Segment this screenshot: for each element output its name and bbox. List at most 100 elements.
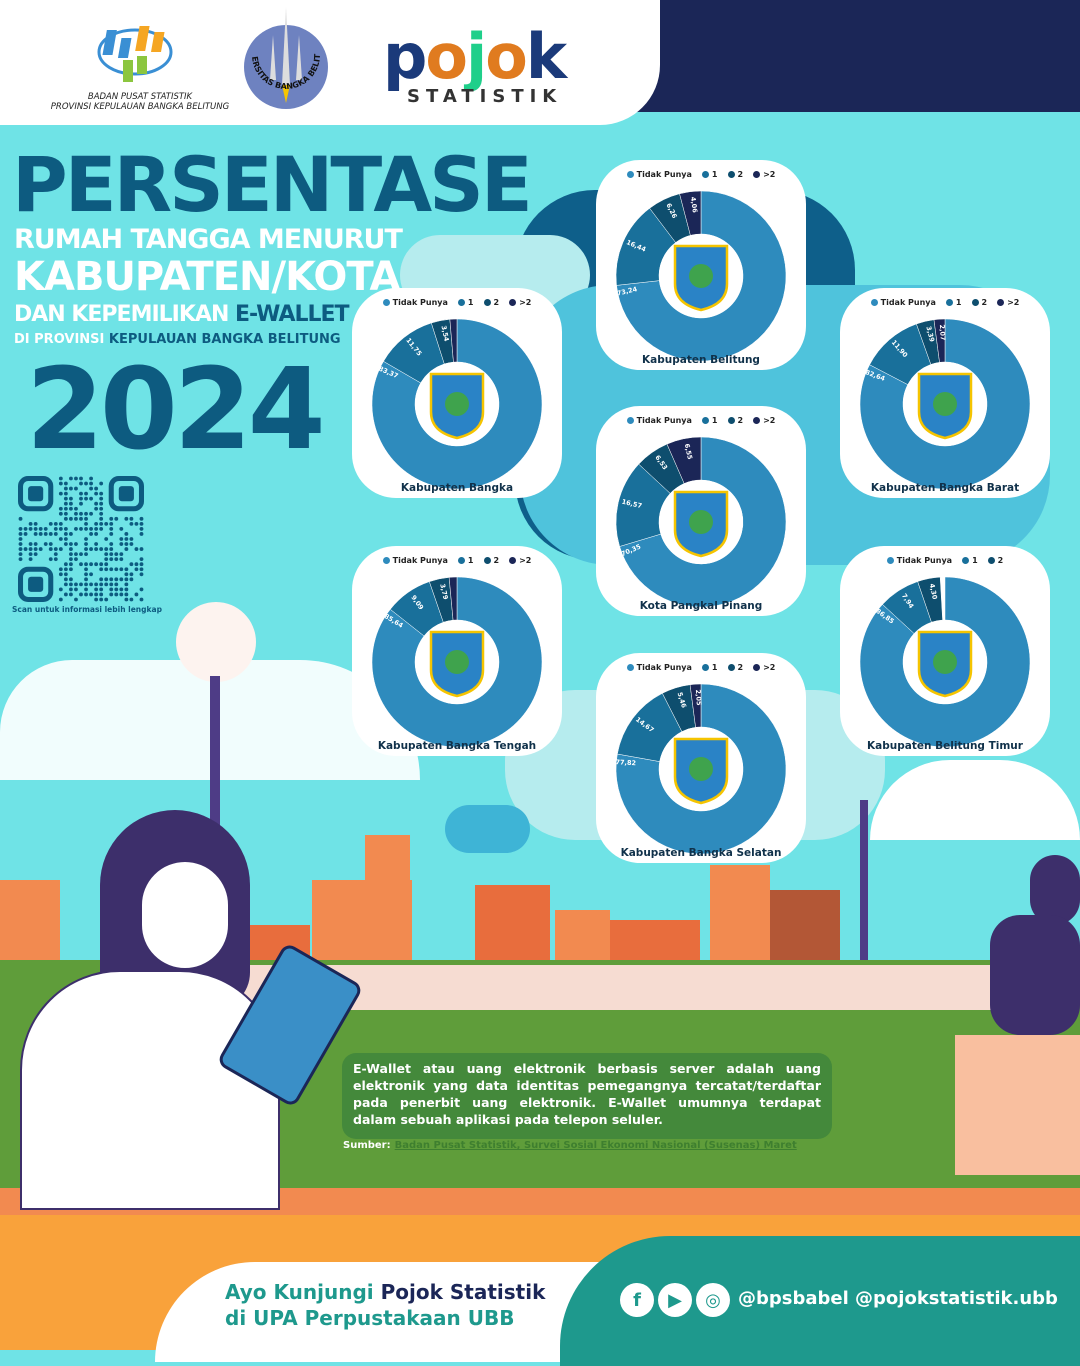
data-label: 3,54 bbox=[440, 325, 451, 343]
donut-chart: 85,649,093,79 bbox=[371, 576, 543, 748]
chart-legend: Tidak Punya 1 2 >2 bbox=[352, 298, 562, 307]
donut-card-belitungtimur: Tidak Punya 1 2 86,85 7,94 4,30 Kabupaten Beli… bbox=[840, 546, 1050, 756]
emblem-icon bbox=[689, 510, 713, 534]
legend-item: 1 bbox=[945, 298, 962, 307]
legend-item: 2 bbox=[483, 556, 500, 565]
emblem-icon bbox=[933, 650, 957, 674]
legend-label: Tidak Punya bbox=[636, 663, 692, 672]
title-line2: RUMAH TANGGA MENURUT bbox=[14, 224, 403, 255]
legend-label: 1 bbox=[467, 298, 474, 307]
legend-item: 2 bbox=[483, 298, 499, 307]
title-line3: KABUPATEN/KOTA bbox=[14, 254, 400, 300]
chart-title: Kabupaten Belitung bbox=[642, 354, 760, 366]
footer-cta: Ayo Kunjungi Pojok Statistik bbox=[225, 1280, 546, 1304]
emblem-icon bbox=[445, 650, 469, 674]
chart-title: Kabupaten Belitung Timur bbox=[867, 740, 1023, 752]
donut-card-bangkatengah: Tidak Punya 1 2 >2 85,64 9,09 3,79 Kabupaten Ba… bbox=[352, 546, 562, 756]
legend-item: Tidak Punya bbox=[870, 298, 936, 307]
legend-label: 1 bbox=[955, 298, 962, 307]
legend-item: Tidak Punya bbox=[382, 298, 448, 307]
legend-item: 1 bbox=[701, 170, 718, 179]
qr-caption: Scan untuk informasi lebih lengkap bbox=[12, 605, 162, 614]
donut-chart: 86,857,944,30 bbox=[859, 576, 1031, 748]
social-icons: f ▶ ◎ bbox=[620, 1283, 730, 1317]
chart-legend: Tidak Punya 1 2 bbox=[840, 556, 1050, 565]
legend-label: 2 bbox=[737, 663, 744, 672]
legend-label: 2 bbox=[737, 416, 744, 425]
chart-legend: Tidak Punya 1 2 >2 bbox=[596, 416, 806, 425]
chart-title: Kabupaten Bangka bbox=[400, 482, 514, 494]
donut-slice bbox=[371, 576, 543, 748]
legend-label: 1 bbox=[711, 170, 718, 179]
source: Sumber: Badan Pusat Statistik, Survei Sos… bbox=[343, 1140, 797, 1151]
legend-item: Tidak Punya bbox=[626, 416, 692, 425]
legend-label: Tidak Punya bbox=[636, 170, 692, 179]
legend-item: >2 bbox=[753, 416, 775, 425]
chart-title: Kabupaten Bangka Barat bbox=[870, 482, 1020, 494]
youtube-icon[interactable]: ▶ bbox=[658, 1283, 692, 1317]
data-label: 3,39 bbox=[924, 325, 936, 343]
facebook-icon[interactable]: f bbox=[620, 1283, 654, 1317]
legend-item: 1 bbox=[701, 663, 718, 672]
legend-label: 1 bbox=[711, 663, 718, 672]
legend-item: 1 bbox=[701, 416, 718, 425]
qr-code[interactable] bbox=[18, 476, 144, 602]
legend-label: Tidak Punya bbox=[636, 416, 692, 425]
city-skyline bbox=[0, 835, 860, 970]
legend-label: >2 bbox=[763, 416, 776, 425]
instagram-icon[interactable]: ◎ bbox=[696, 1283, 730, 1317]
data-label: 77,82 bbox=[615, 758, 636, 767]
woman-reading-illustration bbox=[950, 855, 1080, 1175]
pojok-logo: pojok bbox=[383, 20, 567, 93]
chart-legend: Tidak Punya 1 2 >2 bbox=[840, 298, 1050, 307]
source-link[interactable]: Badan Pusat Statistik, Survei Sosial Eko… bbox=[394, 1140, 797, 1151]
title-line5: DI PROVINSI KEPULAUAN BANGKA BELITUNG bbox=[14, 332, 341, 347]
legend-label: Tidak Punya bbox=[880, 298, 936, 307]
data-label: 6,55 bbox=[683, 443, 694, 461]
chart-legend: Tidak Punya 1 2 >2 bbox=[596, 663, 806, 672]
data-label: 4,30 bbox=[928, 583, 939, 601]
social-handles: @bpsbabel @pojokstatistik.ubb bbox=[738, 1288, 1058, 1309]
ubb-logo: UNIVERSITAS BANGKA BELITUNG bbox=[240, 5, 328, 109]
legend-label: 1 bbox=[711, 416, 718, 425]
donut-card-bangkaselatan: Tidak Punya 1 2 >2 77,82 14,67 5,46 2,05 Kabupat… bbox=[596, 653, 806, 863]
legend-label: >2 bbox=[519, 556, 532, 565]
legend-label: Tidak Punya bbox=[392, 298, 448, 307]
legend-item: >2 bbox=[753, 170, 775, 179]
chart-title: Kota Pangkal Pinang bbox=[639, 600, 763, 612]
woman-with-tablet-illustration bbox=[20, 810, 364, 1210]
legend-label: 2 bbox=[737, 170, 744, 179]
donut-card-belitung: Tidak Punya 1 2 >2 73,24 16,44 6,26 4,06 Kabupat… bbox=[596, 160, 806, 370]
legend-item: 2 bbox=[971, 298, 987, 307]
data-label: 3,79 bbox=[438, 583, 449, 601]
legend-item: 2 bbox=[727, 663, 744, 672]
data-label: 4,06 bbox=[689, 196, 699, 213]
legend-item: 1 bbox=[962, 556, 978, 565]
bps-logo bbox=[97, 26, 173, 82]
cloud-shape bbox=[445, 805, 530, 853]
legend-item: Tidak Punya bbox=[626, 170, 692, 179]
legend-item: >2 bbox=[509, 556, 531, 565]
legend-label: >2 bbox=[519, 298, 532, 307]
chart-legend: Tidak Punya 1 2 >2 bbox=[596, 170, 806, 179]
legend-label: >2 bbox=[763, 170, 776, 179]
header: BADAN PUSAT STATISTIK PROVINSI KEPULAUAN … bbox=[0, 0, 660, 125]
emblem-icon bbox=[933, 392, 957, 416]
emblem-icon bbox=[689, 264, 713, 288]
chart-title: Kabupaten Bangka Selatan bbox=[620, 847, 782, 859]
pojok-sub: STATISTIK bbox=[407, 86, 563, 107]
legend-item: >2 bbox=[509, 298, 531, 307]
donut-card-bangka: Tidak Punya 1 2 >2 83,37 11,75 3,54 Kabupaten B… bbox=[352, 288, 562, 498]
legend-item: 2 bbox=[727, 416, 744, 425]
chart-legend: Tidak Punya 1 2 >2 bbox=[352, 556, 562, 565]
title-line4: DAN KEPEMILIKAN E-WALLET bbox=[14, 302, 350, 327]
legend-item: Tidak Punya bbox=[382, 556, 448, 565]
legend-label: 2 bbox=[493, 556, 500, 565]
emblem-icon bbox=[689, 757, 713, 781]
legend-label: Tidak Punya bbox=[392, 556, 448, 565]
chart-title: Kabupaten Bangka Tengah bbox=[377, 740, 537, 752]
legend-item: Tidak Punya bbox=[886, 556, 952, 565]
